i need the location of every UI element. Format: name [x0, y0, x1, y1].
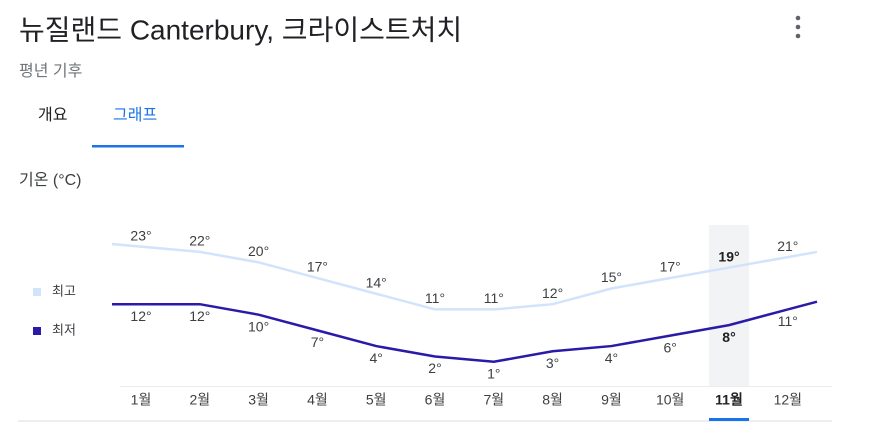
x-tick-label[interactable]: 4월 — [307, 392, 328, 408]
tab-indicator — [92, 145, 184, 148]
series-line — [140, 245, 789, 311]
data-label: 8° — [722, 329, 735, 345]
data-label: 1° — [487, 365, 500, 381]
data-label: 6° — [664, 339, 677, 355]
data-label: 22° — [189, 233, 210, 249]
x-tick-label[interactable]: 2월 — [189, 392, 210, 408]
data-label: 15° — [601, 269, 622, 285]
data-label: 20° — [248, 243, 269, 259]
data-label: 12° — [542, 285, 563, 301]
legend-swatch — [33, 327, 41, 335]
series-line — [141, 302, 789, 364]
x-tick-label[interactable]: 5월 — [366, 392, 387, 408]
x-tick-label[interactable]: 9월 — [601, 392, 622, 408]
data-label: 14° — [366, 274, 387, 290]
more-menu[interactable] — [795, 15, 801, 39]
x-tick-label[interactable]: 6월 — [425, 392, 446, 408]
data-label: 19° — [718, 248, 739, 264]
data-label: 4° — [605, 350, 618, 366]
data-label: 17° — [307, 259, 328, 275]
selected-indicator — [709, 418, 749, 421]
x-tick-label[interactable]: 3월 — [248, 392, 269, 408]
data-label: 3° — [546, 355, 559, 371]
x-tick-label[interactable]: 1월 — [131, 392, 152, 408]
legend-swatch — [33, 288, 41, 296]
data-label: 11° — [778, 313, 798, 329]
x-tick-label[interactable]: 8월 — [542, 392, 563, 408]
data-label: 11° — [484, 290, 504, 306]
legend-label: 최고 — [52, 283, 76, 298]
data-label: 23° — [130, 227, 151, 243]
data-label: 2° — [428, 360, 441, 376]
data-label: 12° — [130, 308, 151, 324]
data-label: 12° — [189, 308, 210, 324]
menu-dot — [795, 24, 801, 30]
x-tick-label[interactable]: 11월 — [715, 392, 743, 408]
axis-label: 기온 (°C) — [19, 171, 82, 189]
menu-dot — [795, 15, 801, 21]
tab[interactable]: 개요 — [38, 106, 67, 124]
data-label: 7° — [311, 334, 324, 350]
x-tick-label[interactable]: 10월 — [656, 392, 684, 408]
selected-band — [709, 225, 749, 386]
line-extension — [112, 300, 818, 311]
line-extension — [111, 242, 818, 259]
data-label: 10° — [248, 318, 269, 334]
x-tick-label[interactable]: 7월 — [483, 392, 504, 408]
menu-dot — [795, 33, 801, 39]
data-label: 11° — [425, 290, 445, 306]
data-label: 4° — [370, 350, 383, 366]
legend-label: 최저 — [52, 322, 76, 337]
data-label: 21° — [777, 238, 798, 254]
data-label: 17° — [660, 259, 681, 275]
title: 뉴질랜드 Canterbury, 크라이스트처치 — [19, 14, 462, 45]
x-tick-label[interactable]: 12월 — [774, 392, 802, 408]
subtitle: 평년 기후 — [19, 62, 82, 80]
tab[interactable]: 그래프 — [113, 106, 157, 124]
